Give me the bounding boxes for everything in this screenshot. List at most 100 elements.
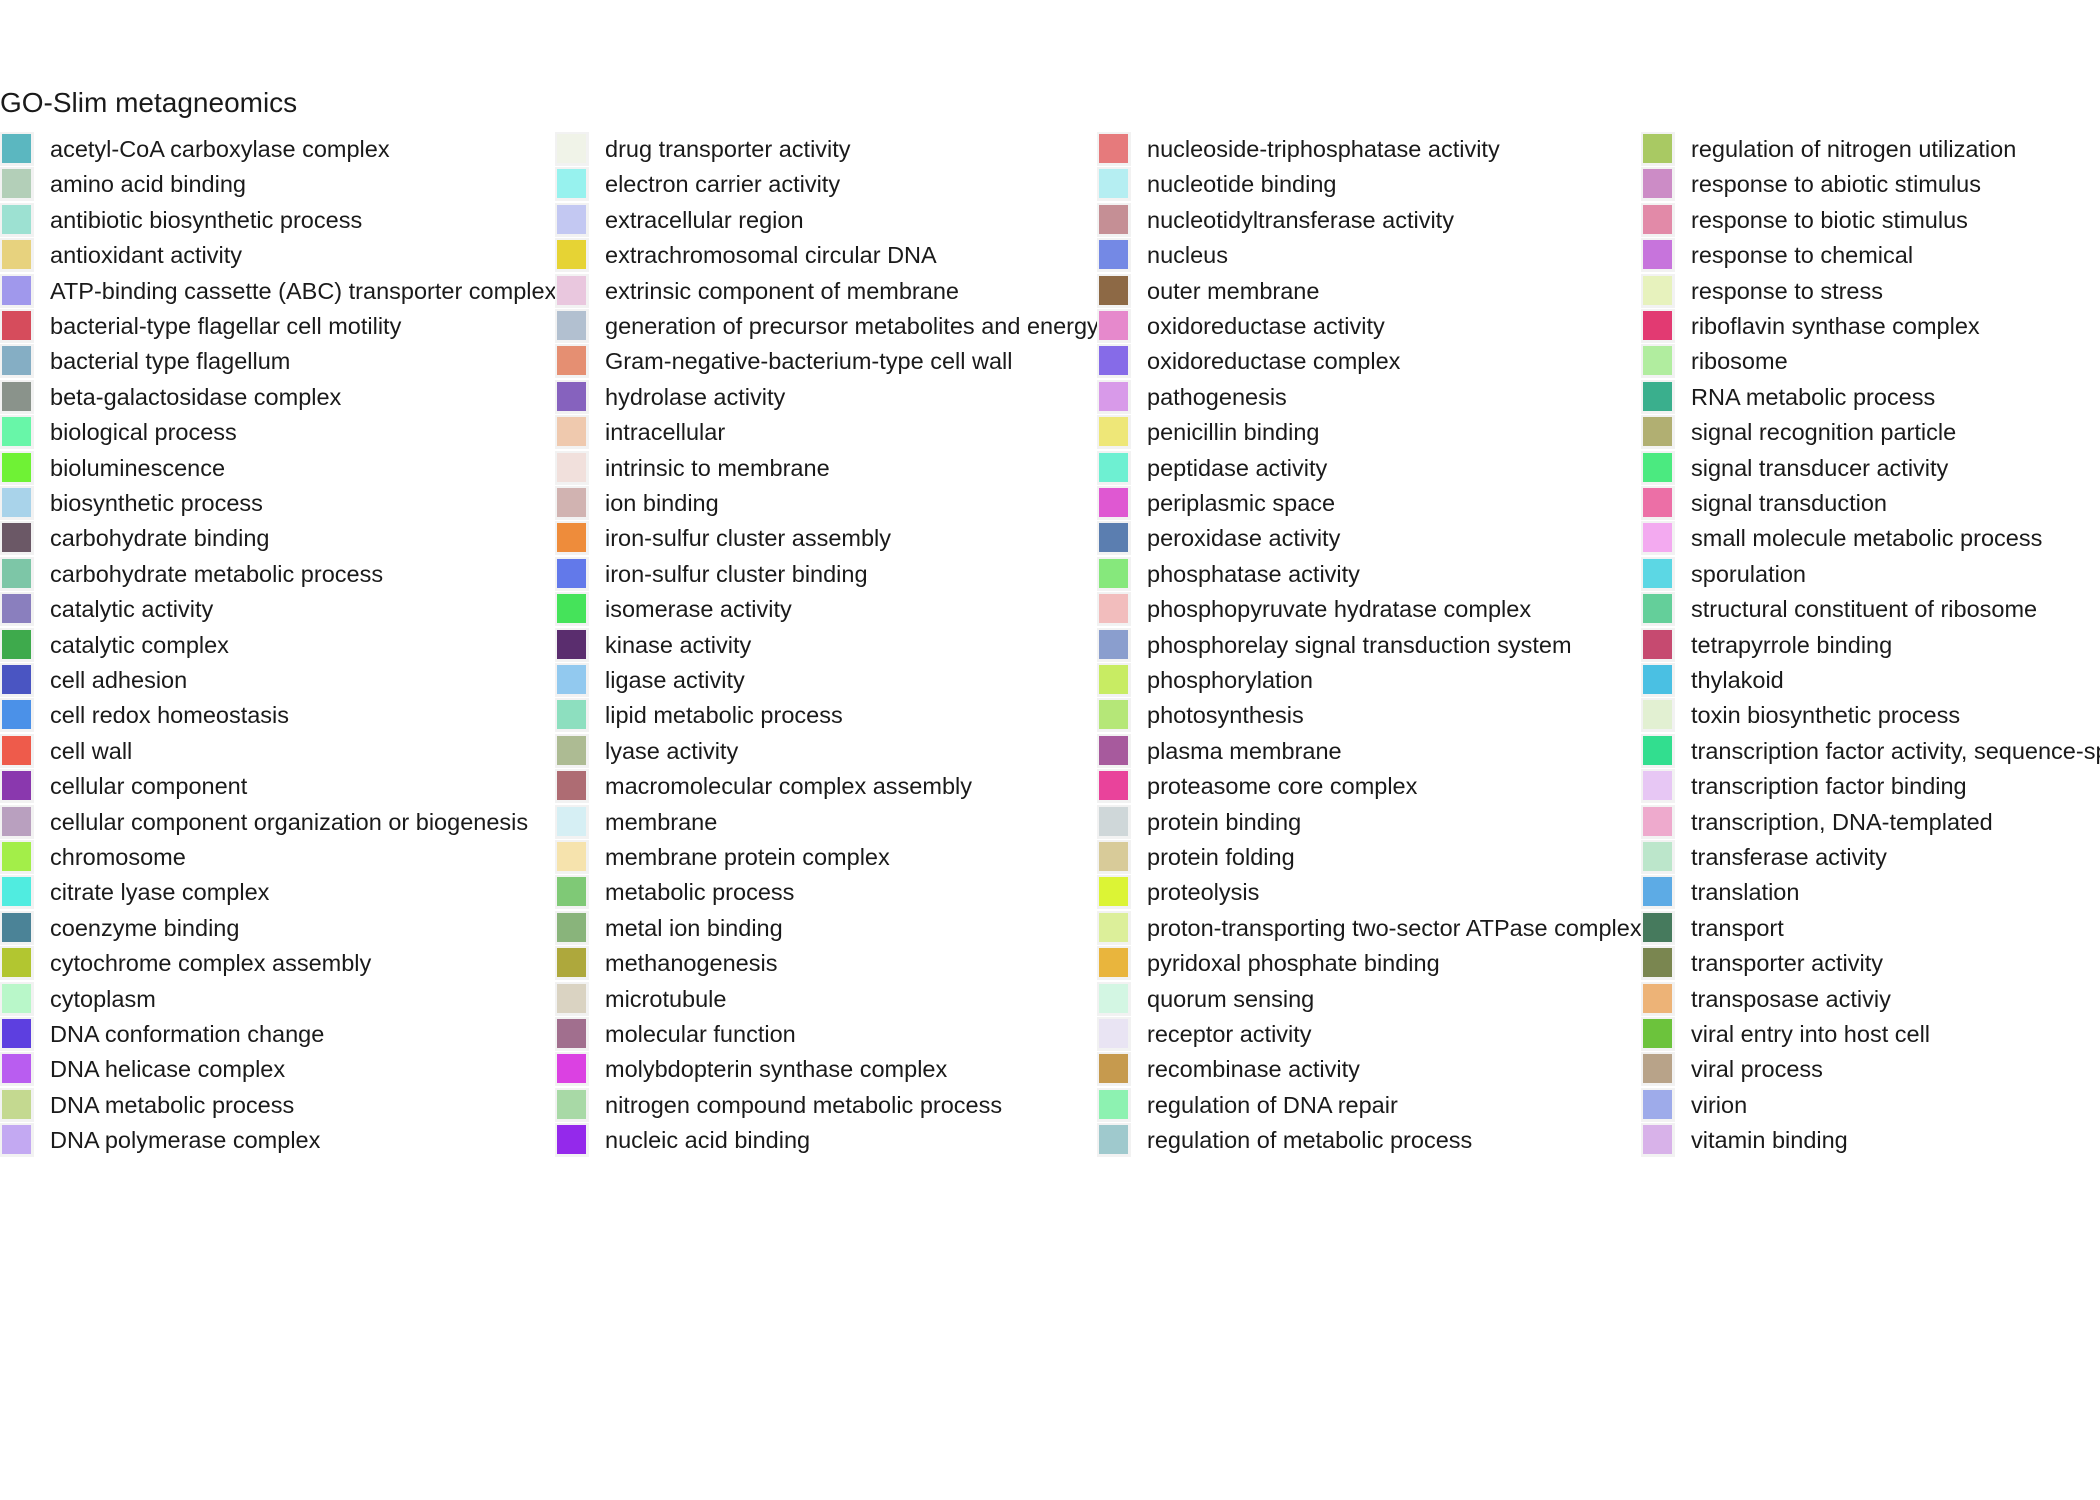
- legend-label: transcription, DNA-templated: [1691, 808, 1993, 835]
- legend-swatch: [1099, 1125, 1128, 1155]
- legend-swatch: [1643, 983, 1672, 1013]
- legend-label: virion: [1691, 1091, 1748, 1118]
- legend-label: penicillin binding: [1147, 419, 1320, 446]
- legend-key: [1641, 840, 1675, 874]
- legend-swatch: [1099, 771, 1128, 801]
- legend-key: [0, 202, 34, 237]
- legend-swatch: [2, 877, 31, 907]
- legend-label: biosynthetic process: [50, 490, 263, 516]
- legend-label: iron-sulfur cluster binding: [605, 560, 868, 587]
- legend-label: ribosome: [1691, 348, 1788, 375]
- legend-key: [555, 556, 589, 591]
- legend-swatch: [557, 311, 586, 340]
- legend-swatch: [1643, 1125, 1672, 1155]
- legend-label: catalytic activity: [50, 596, 214, 623]
- legend-key: [1097, 202, 1131, 237]
- legend-key: [0, 663, 34, 697]
- legend-key: [0, 521, 34, 556]
- legend-key: [1097, 1123, 1131, 1158]
- legend-swatch: [1099, 912, 1128, 942]
- legend-swatch: [1643, 488, 1672, 517]
- legend-swatch: [2, 558, 31, 588]
- legend-swatch: [1099, 488, 1128, 517]
- legend-label: response to biotic stimulus: [1691, 206, 1968, 233]
- legend-label: signal recognition particle: [1691, 419, 1957, 446]
- legend-label: ATP-binding cassette (ABC) transporter c…: [50, 277, 557, 304]
- legend-key: [1641, 556, 1675, 591]
- legend-swatch: [1099, 1089, 1128, 1119]
- legend-label: bacterial type flagellum: [50, 348, 291, 375]
- legend-swatch: [1643, 1019, 1672, 1048]
- legend-key: [1641, 946, 1675, 981]
- legend-swatch: [2, 134, 31, 163]
- legend-label: beta-galactosidase complex: [50, 383, 342, 410]
- legend-swatch: [2, 665, 31, 694]
- legend-swatch: [1099, 275, 1128, 305]
- legend-swatch: [1099, 346, 1128, 376]
- legend-key: [0, 1017, 34, 1051]
- legend-label: phosphatase activity: [1147, 560, 1360, 587]
- legend-label: transporter activity: [1691, 950, 1883, 977]
- legend-swatch: [1099, 700, 1128, 730]
- legend-label: nucleotide binding: [1147, 171, 1337, 198]
- legend-swatch: [1099, 983, 1128, 1013]
- legend-swatch: [1099, 877, 1128, 907]
- legend-label: extrinsic component of membrane: [605, 277, 959, 304]
- legend-swatch: [2, 346, 31, 376]
- legend-key: [555, 733, 589, 768]
- legend-label: signal transducer activity: [1691, 454, 1949, 481]
- legend-swatch: [1099, 417, 1128, 447]
- legend-label: viral entry into host cell: [1691, 1021, 1931, 1047]
- legend-label: peroxidase activity: [1147, 525, 1341, 552]
- legend-swatch: [1099, 1054, 1128, 1084]
- legend-swatch: [557, 1019, 586, 1048]
- legend-label: nucleoside-triphosphatase activity: [1147, 136, 1500, 162]
- legend-swatch: [557, 204, 586, 234]
- legend-label: iron-sulfur cluster assembly: [605, 525, 892, 552]
- legend-swatch: [557, 488, 586, 517]
- legend-label: carbohydrate metabolic process: [50, 560, 384, 587]
- legend-key: [1097, 769, 1131, 804]
- legend-key: [0, 238, 34, 273]
- legend-label: electron carrier activity: [605, 171, 841, 198]
- legend-key: [555, 309, 589, 343]
- legend-label: carbohydrate binding: [50, 525, 270, 552]
- legend-swatch: [2, 771, 31, 801]
- legend-label: DNA conformation change: [50, 1021, 325, 1047]
- legend-key: [555, 1017, 589, 1051]
- legend-swatch: [1643, 311, 1672, 340]
- legend-swatch: [1643, 665, 1672, 694]
- legend-swatch: [1099, 948, 1128, 978]
- legend-label: periplasmic space: [1147, 490, 1336, 516]
- legend-swatch: [557, 417, 586, 447]
- legend-key: [555, 132, 589, 166]
- legend-key: [1097, 132, 1131, 166]
- legend-key: [1641, 238, 1675, 273]
- legend-swatch: [557, 558, 586, 588]
- legend-label: small molecule metabolic process: [1691, 525, 2043, 552]
- legend-key: [555, 1052, 589, 1087]
- legend-label: riboflavin synthase complex: [1691, 313, 1980, 339]
- legend-swatch: [557, 452, 586, 482]
- legend-key: [1641, 379, 1675, 414]
- legend-label: chromosome: [50, 844, 186, 870]
- legend-key: [0, 769, 34, 804]
- legend-swatch: [2, 417, 31, 447]
- legend-label: viral process: [1691, 1056, 1823, 1083]
- legend-label: quorum sensing: [1147, 985, 1315, 1012]
- legend-label: sporulation: [1691, 560, 1806, 587]
- legend-key: [555, 663, 589, 697]
- legend-label: pyridoxal phosphate binding: [1147, 950, 1440, 977]
- legend-key: [1641, 627, 1675, 662]
- legend-key: [1641, 875, 1675, 910]
- legend-key: [1641, 663, 1675, 697]
- legend-label: regulation of nitrogen utilization: [1691, 136, 2017, 162]
- legend-key: [0, 556, 34, 591]
- legend-key: [555, 167, 589, 202]
- legend-swatch: [1643, 700, 1672, 730]
- legend-key: [1641, 1123, 1675, 1158]
- legend-label: toxin biosynthetic process: [1691, 702, 1961, 729]
- legend-key: [1097, 273, 1131, 308]
- legend-swatch: [557, 983, 586, 1013]
- legend-label: isomerase activity: [605, 596, 792, 623]
